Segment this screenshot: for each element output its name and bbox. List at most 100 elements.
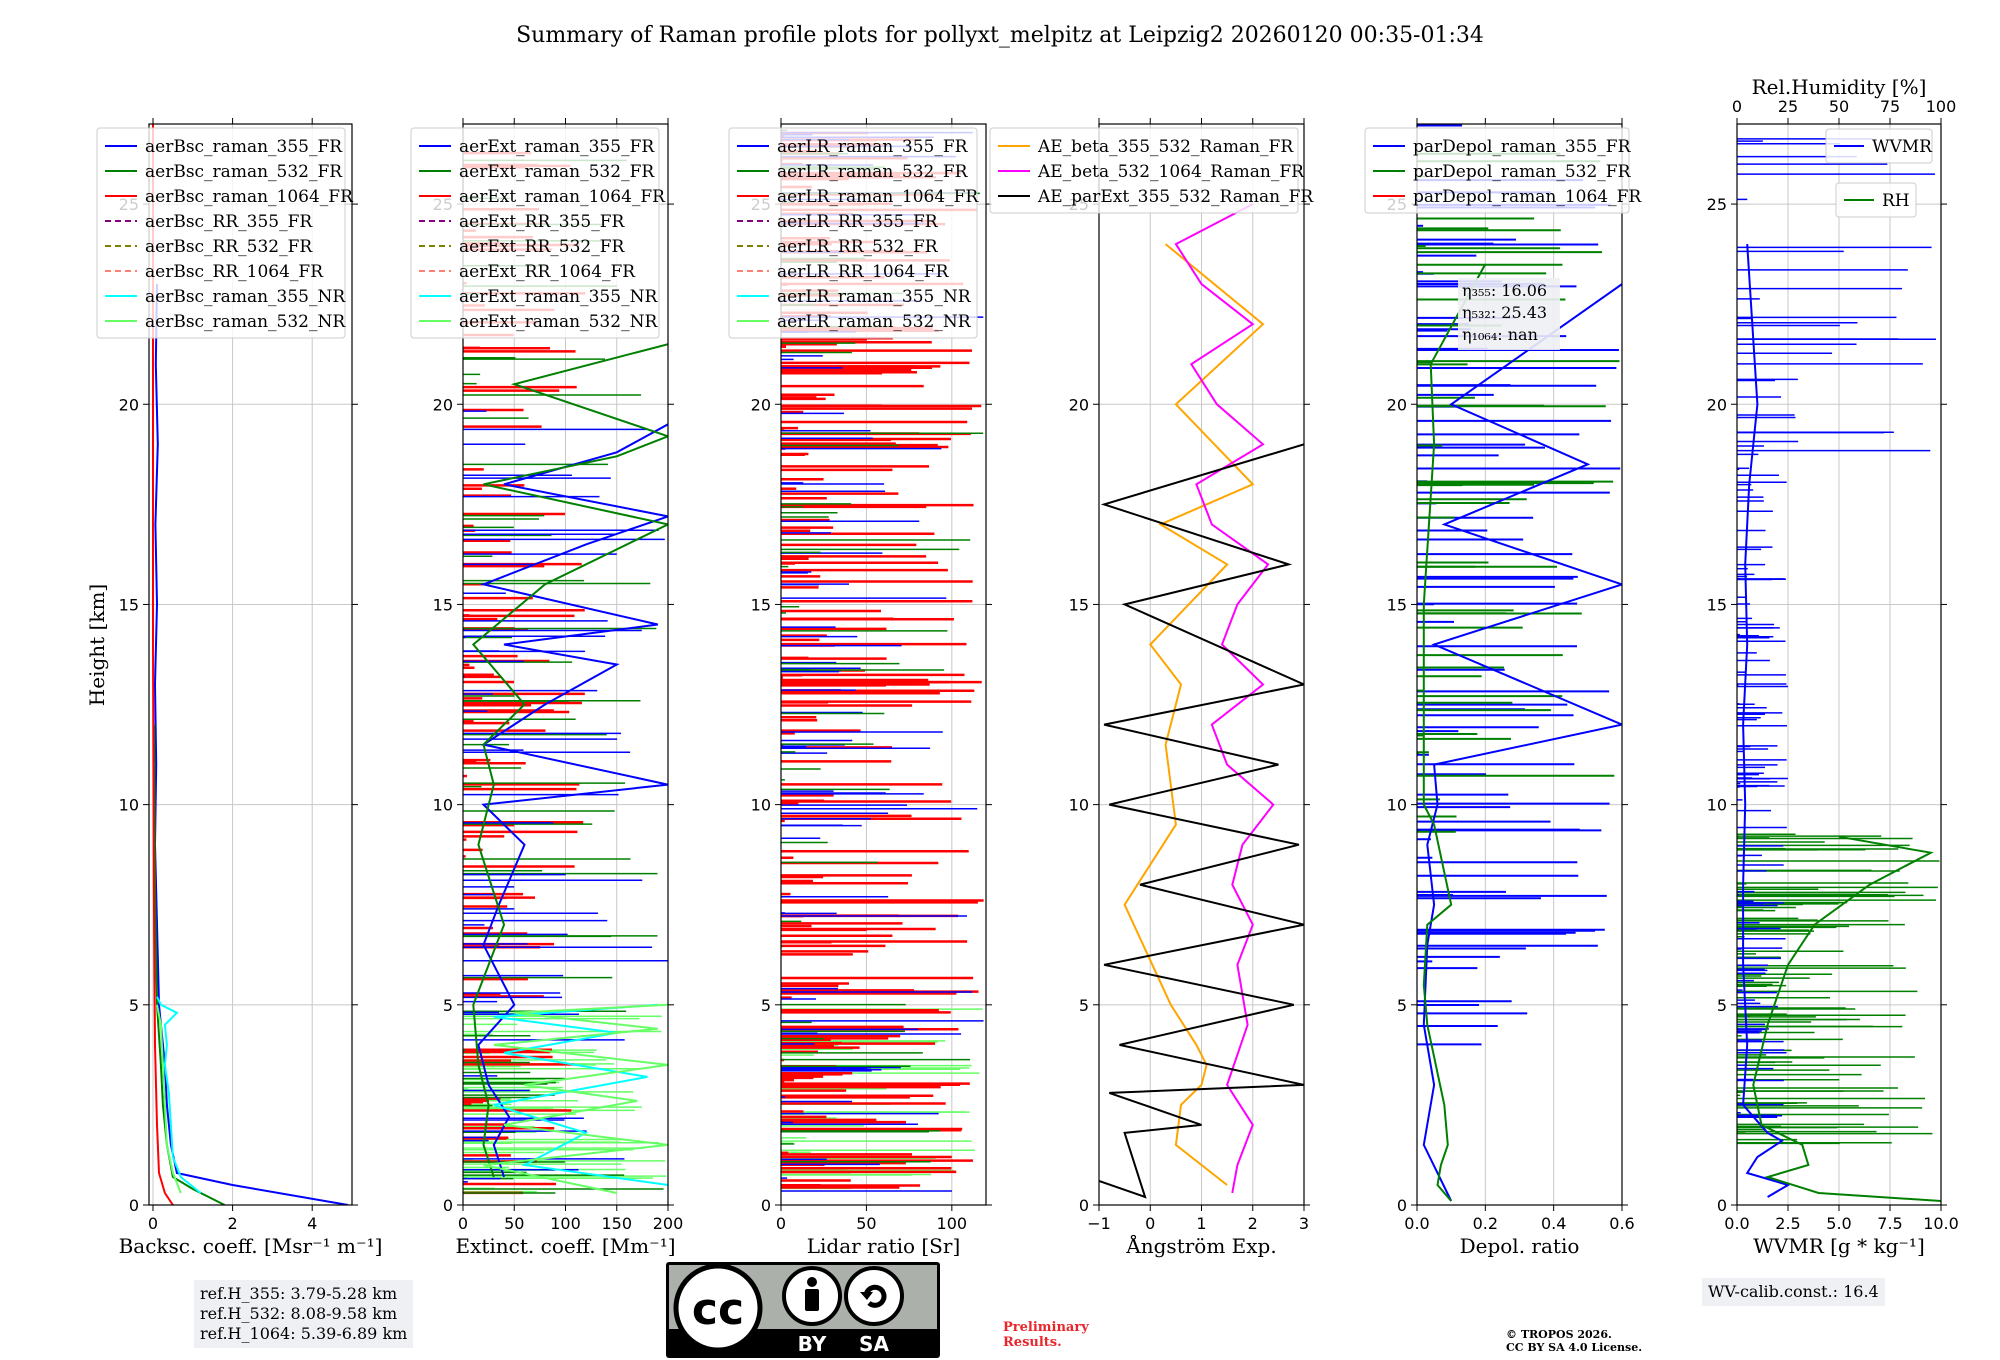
x-tick-label: 7.5 bbox=[1877, 1214, 1902, 1233]
panel-depol: 0.00.20.40.60510152025Depol. ratioparDep… bbox=[1365, 118, 1642, 1258]
x-tick-label: −1 bbox=[1087, 1214, 1111, 1233]
y-tick-label: 15 bbox=[1387, 595, 1407, 614]
x-tick-label: 0 bbox=[1145, 1214, 1155, 1233]
cc-logo-text: cc bbox=[692, 1284, 744, 1335]
legend-label: WVMR bbox=[1872, 137, 1933, 157]
y-tick-label: 20 bbox=[119, 395, 139, 414]
series-line-aerBsc_raman_355_FR bbox=[155, 284, 348, 1205]
legend-label: aerBsc_raman_532_NR bbox=[145, 312, 346, 332]
legend-label: parDepol_raman_355_FR bbox=[1413, 137, 1632, 157]
x-tick-label: 2.5 bbox=[1775, 1214, 1800, 1233]
copyright-line1: © TROPOS 2026. bbox=[1506, 1328, 1706, 1341]
y-tick-label: 15 bbox=[433, 595, 453, 614]
top-x-axis-label: Rel.Humidity [%] bbox=[1752, 75, 1927, 99]
top-x-tick-label: 100 bbox=[1926, 97, 1957, 116]
x-tick-label: 0.4 bbox=[1541, 1214, 1566, 1233]
sa-text: SA bbox=[859, 1332, 889, 1356]
legend-label: aerBsc_RR_355_FR bbox=[145, 212, 313, 232]
legend-RH: RH bbox=[1836, 183, 1916, 217]
x-tick-label: 150 bbox=[601, 1214, 632, 1233]
legend-bsc: aerBsc_raman_355_FR aerBsc_raman_532_FRae… bbox=[97, 128, 354, 338]
y-tick-label: 10 bbox=[751, 796, 771, 815]
x-tick-label: 0 bbox=[148, 1214, 158, 1233]
series-line-AE_beta_532_1064_Raman_FR bbox=[1176, 204, 1273, 1193]
top-x-tick-label: 0 bbox=[1732, 97, 1742, 116]
series-line-aerBsc_raman_532_FR bbox=[154, 725, 224, 1205]
series-line-AE_beta_355_532_Raman_FR bbox=[1125, 244, 1263, 1185]
y-tick-label: 0 bbox=[761, 1196, 771, 1215]
y-tick-label: 10 bbox=[119, 796, 139, 815]
y-tick-label: 25 bbox=[1707, 195, 1727, 214]
x-tick-label: 0 bbox=[458, 1214, 468, 1233]
ref-h-532: ref.H_532: 8.08-9.58 km bbox=[200, 1304, 407, 1324]
panel-bsc: 0240510152025Backsc. coeff. [Msr⁻¹ m⁻¹]a… bbox=[97, 118, 382, 1258]
y-tick-label: 15 bbox=[1707, 595, 1727, 614]
legend-label: aerExt_RR_355_FR bbox=[459, 212, 625, 232]
y-tick-label: 5 bbox=[129, 996, 139, 1015]
figure-title: Summary of Raman profile plots for polly… bbox=[516, 23, 1484, 48]
legend-label: aerBsc_raman_532_FR bbox=[145, 162, 343, 182]
preliminary-line2: Results. bbox=[1003, 1335, 1123, 1350]
legend-label: aerLR_raman_1064_FR bbox=[777, 187, 979, 207]
legend-label: aerExt_raman_532_FR bbox=[459, 162, 655, 182]
legend-label: aerLR_RR_532_FR bbox=[777, 237, 939, 257]
x-axis-label: Depol. ratio bbox=[1460, 1234, 1580, 1258]
ref-h-1064: ref.H_1064: 5.39-6.89 km bbox=[200, 1324, 407, 1344]
x-tick-label: 0.0 bbox=[1404, 1214, 1429, 1233]
x-tick-label: 5.0 bbox=[1826, 1214, 1851, 1233]
y-tick-label: 20 bbox=[1387, 395, 1407, 414]
top-x-tick-label: 75 bbox=[1880, 97, 1900, 116]
legend-label: aerLR_raman_355_NR bbox=[777, 287, 972, 307]
y-tick-label: 5 bbox=[761, 996, 771, 1015]
y-tick-label: 5 bbox=[1079, 996, 1089, 1015]
legend-label: aerLR_raman_532_NR bbox=[777, 312, 972, 332]
y-tick-label: 5 bbox=[1717, 996, 1727, 1015]
legend-label: AE_beta_355_532_Raman_FR bbox=[1037, 137, 1294, 157]
x-tick-label: 10.0 bbox=[1923, 1214, 1959, 1233]
x-axis-label: Ångström Exp. bbox=[1125, 1233, 1276, 1258]
x-tick-label: 0.2 bbox=[1473, 1214, 1498, 1233]
panel-ext: 0501001502000510152025Extinct. coeff. [M… bbox=[411, 118, 683, 1258]
y-axis-label: Height [km] bbox=[85, 584, 109, 706]
x-tick-label: 0.6 bbox=[1609, 1214, 1634, 1233]
legend-label: parDepol_raman_532_FR bbox=[1413, 162, 1632, 182]
eta-value: η₁₀₆₄: nan bbox=[1462, 325, 1538, 344]
y-tick-label: 0 bbox=[129, 1196, 139, 1215]
legend-label: aerBsc_RR_532_FR bbox=[145, 237, 313, 257]
x-axis-label: WVMR [g * kg⁻¹] bbox=[1753, 1234, 1925, 1258]
y-tick-label: 0 bbox=[1397, 1196, 1407, 1215]
x-tick-label: 50 bbox=[504, 1214, 524, 1233]
legend-ae: AE_beta_355_532_Raman_FR AE_beta_532_1064… bbox=[990, 128, 1314, 213]
legend-label: RH bbox=[1882, 191, 1910, 211]
y-tick-label: 0 bbox=[1717, 1196, 1727, 1215]
reference-height-note: ref.H_355: 3.79-5.28 km ref.H_532: 8.08-… bbox=[194, 1280, 413, 1348]
legend-WVMR: WVMR bbox=[1826, 129, 1933, 163]
y-tick-label: 5 bbox=[443, 996, 453, 1015]
legend-ext: aerExt_raman_355_FRaerExt_raman_532_FRae… bbox=[411, 128, 666, 338]
y-tick-label: 10 bbox=[1069, 796, 1089, 815]
y-tick-label: 0 bbox=[1079, 1196, 1089, 1215]
figure: Summary of Raman profile plots for polly… bbox=[0, 0, 2000, 1360]
legend-label: aerBsc_raman_355_NR bbox=[145, 287, 346, 307]
legend-label: aerExt_RR_1064_FR bbox=[459, 262, 636, 282]
eta-value: η₃₅₅: 16.06 bbox=[1462, 281, 1547, 300]
legend-label: aerExt_RR_532_FR bbox=[459, 237, 625, 257]
y-tick-label: 20 bbox=[433, 395, 453, 414]
y-tick-label: 20 bbox=[751, 395, 771, 414]
eta-value: η₅₃₂: 25.43 bbox=[1462, 303, 1547, 322]
y-tick-label: 10 bbox=[1707, 796, 1727, 815]
legend-label: AE_beta_532_1064_Raman_FR bbox=[1037, 162, 1305, 182]
x-tick-label: 200 bbox=[653, 1214, 684, 1233]
legend-label: aerLR_RR_1064_FR bbox=[777, 262, 950, 282]
x-tick-label: 3 bbox=[1299, 1214, 1309, 1233]
wv-calibration-note: WV-calib.const.: 16.4 bbox=[1702, 1278, 1885, 1306]
y-tick-label: 15 bbox=[119, 595, 139, 614]
legend-label: aerExt_raman_355_NR bbox=[459, 287, 658, 307]
ref-h-355: ref.H_355: 3.79-5.28 km bbox=[200, 1284, 407, 1304]
panel-ae: −101230510152025Ångström Exp.AE_beta_355… bbox=[990, 118, 1314, 1258]
x-tick-label: 100 bbox=[937, 1214, 968, 1233]
wv-calib-const: WV-calib.const.: 16.4 bbox=[1708, 1282, 1879, 1302]
x-axis-label: Lidar ratio [Sr] bbox=[807, 1234, 961, 1258]
legend-label: aerBsc_raman_1064_FR bbox=[145, 187, 354, 207]
legend-label: aerExt_raman_532_NR bbox=[459, 312, 658, 332]
